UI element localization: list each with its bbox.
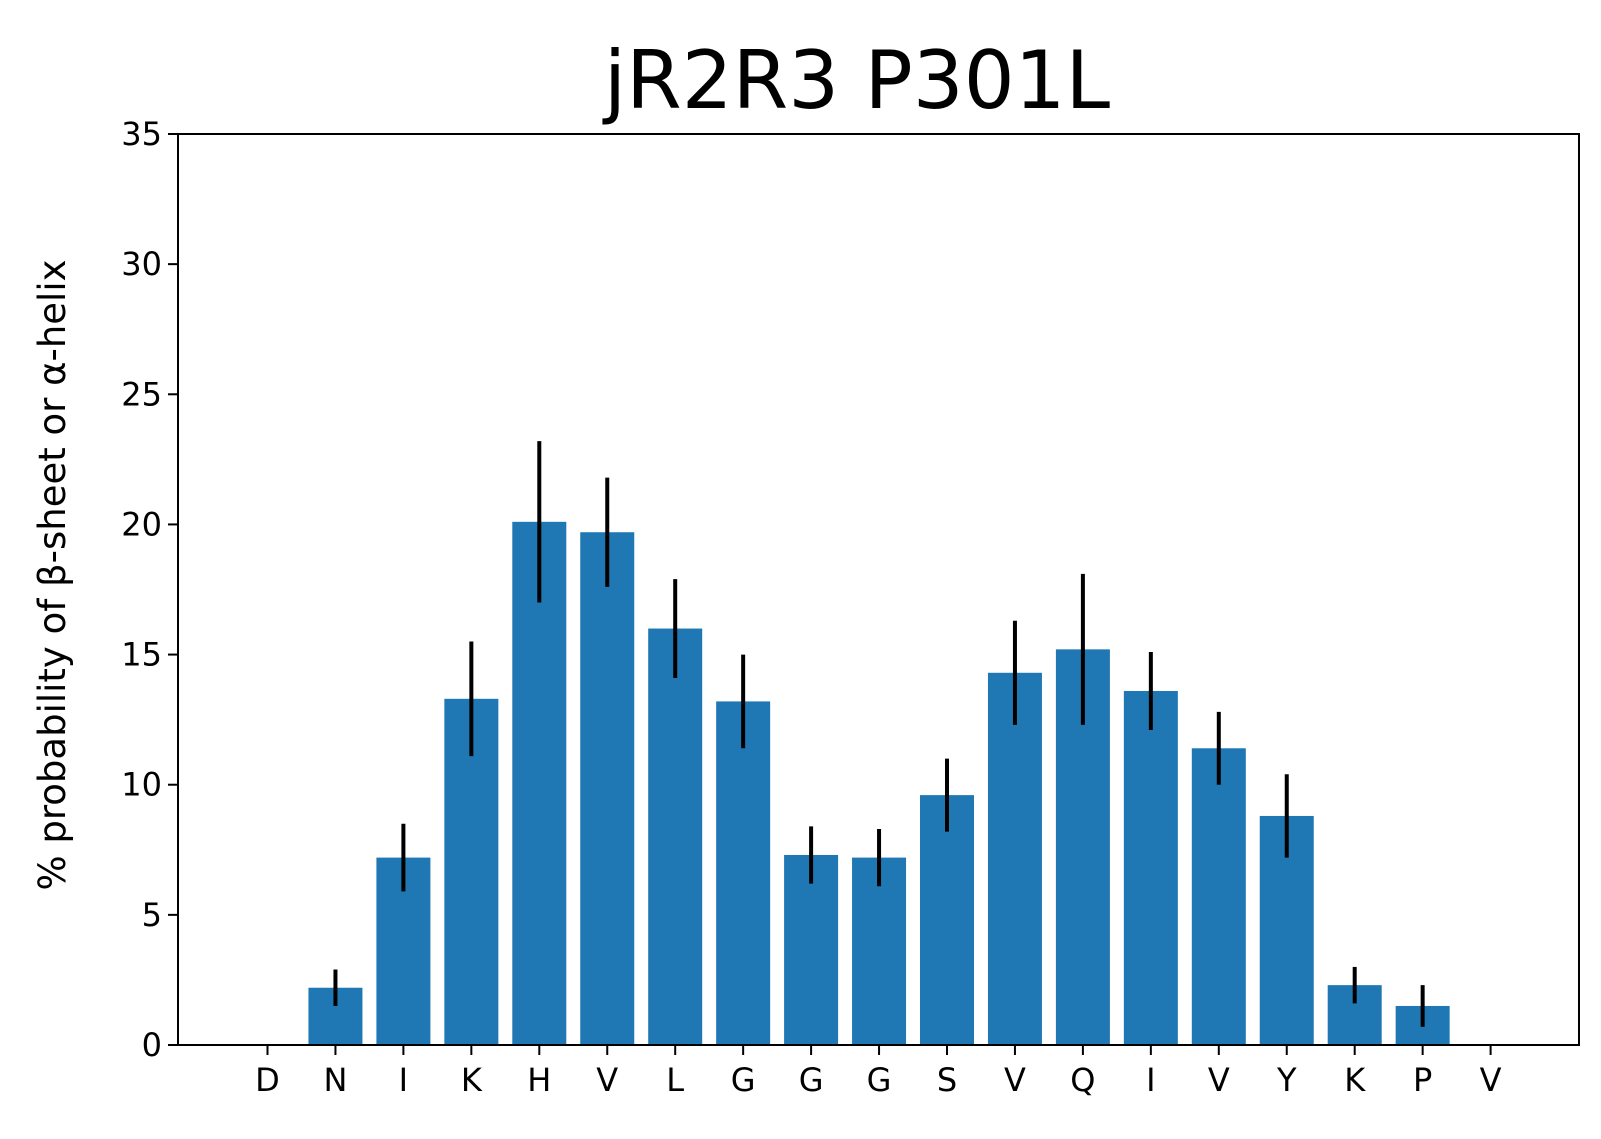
- bar: [1191, 748, 1246, 1045]
- x-tick-label: N: [323, 1061, 347, 1099]
- x-tick-label: V: [1208, 1061, 1230, 1099]
- bar: [444, 698, 499, 1045]
- bar: [987, 672, 1042, 1045]
- x-tick-label: K: [1344, 1061, 1366, 1099]
- x-tick-label: D: [255, 1061, 280, 1099]
- x-tick-label: H: [527, 1061, 551, 1099]
- bar: [512, 521, 567, 1045]
- x-tick-label: G: [731, 1061, 756, 1099]
- bar: [1123, 691, 1178, 1045]
- bar: [784, 854, 839, 1045]
- chart-title: jR2R3 P301L: [602, 34, 1111, 127]
- error-bars-group: [333, 441, 1425, 1027]
- x-tick-label: I: [1146, 1061, 1155, 1099]
- x-tick-label: G: [867, 1061, 892, 1099]
- y-tick-label: 30: [121, 245, 162, 283]
- x-tick-label: V: [596, 1061, 618, 1099]
- x-tick-label: P: [1413, 1061, 1432, 1099]
- y-tick-label: 10: [121, 766, 162, 804]
- x-tick-label: Q: [1070, 1061, 1095, 1099]
- y-axis-label: % probability of β-sheet or α-helix: [31, 259, 74, 890]
- bars-group: [308, 521, 1450, 1045]
- plot-frame: [177, 133, 1580, 1046]
- y-tick-label: 5: [142, 896, 162, 934]
- bar: [648, 628, 703, 1045]
- y-ticks-group: 0 5 10 15 20 25 30 35: [121, 115, 178, 1064]
- y-tick-label: 0: [142, 1026, 162, 1064]
- y-tick-label: 35: [121, 115, 162, 153]
- x-tick-label: I: [399, 1061, 408, 1099]
- y-tick-label: 25: [121, 375, 162, 413]
- bar: [716, 701, 771, 1045]
- x-tick-label: G: [799, 1061, 824, 1099]
- x-tick-label: Y: [1276, 1061, 1297, 1099]
- y-tick-label: 15: [121, 636, 162, 674]
- x-tick-label: V: [1480, 1061, 1502, 1099]
- x-tick-label: V: [1004, 1061, 1026, 1099]
- bar: [920, 795, 974, 1045]
- x-tick-label: K: [461, 1061, 483, 1099]
- x-tick-label: S: [937, 1061, 957, 1099]
- y-tick-label: 20: [121, 505, 162, 543]
- bar: [852, 857, 907, 1045]
- x-tick-label: L: [666, 1061, 684, 1099]
- bar: [580, 532, 635, 1045]
